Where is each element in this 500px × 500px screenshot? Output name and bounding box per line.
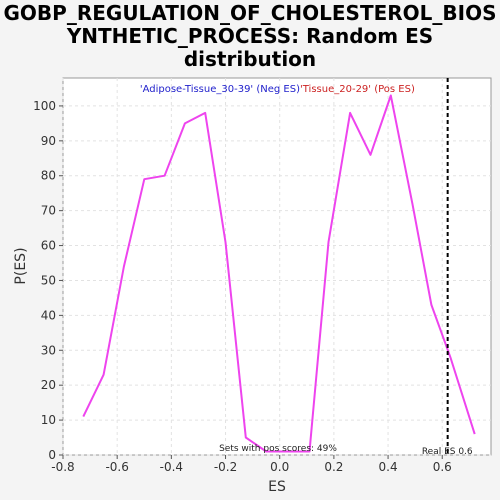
x-tick-label: 0.2 <box>324 460 343 474</box>
chart-title-line-2: YNTHETIC_PROCESS: Random ES <box>66 24 433 48</box>
y-tick-label: 0 <box>48 448 56 462</box>
series-line <box>82 94 476 453</box>
x-ticks: -0.8 -0.6 -0.4 -0.2 0.0 0.2 0.4 0.6 <box>51 455 452 474</box>
legend-neg-es: 'Adipose-Tissue_30-39' (Neg ES) <box>140 84 300 95</box>
y-tick-label: 60 <box>41 239 56 253</box>
x-tick-label: 0.6 <box>433 460 452 474</box>
pos-scores-annotation: Sets with pos scores: 49% <box>219 444 337 454</box>
y-axis-label: P(ES) <box>13 247 29 284</box>
plot-area <box>62 77 492 456</box>
y-tick-label: 20 <box>41 378 56 392</box>
y-tick-label: 10 <box>41 413 56 427</box>
x-tick-label: -0.4 <box>160 460 183 474</box>
chart-title-line-1: GOBP_REGULATION_OF_CHOLESTEROL_BIOS <box>4 1 497 25</box>
y-tick-label: 70 <box>41 204 56 218</box>
y-ticks: 0 10 20 30 40 50 60 70 80 90 100 <box>33 99 63 462</box>
y-tick-label: 30 <box>41 343 56 357</box>
real-es-label: Real ES 0.6 <box>422 447 473 457</box>
y-tick-label: 80 <box>41 169 56 183</box>
y-tick-label: 50 <box>41 273 56 287</box>
x-tick-label: 0.4 <box>379 460 398 474</box>
x-tick-label: -0.8 <box>51 460 74 474</box>
x-tick-label: 0.0 <box>270 460 289 474</box>
y-tick-label: 100 <box>33 99 56 113</box>
x-axis-label: ES <box>268 479 286 495</box>
x-tick-label: -0.2 <box>214 460 237 474</box>
series <box>82 94 476 453</box>
y-tick-label: 90 <box>41 134 56 148</box>
y-tick-label: 40 <box>41 308 56 322</box>
x-tick-label: -0.6 <box>105 460 128 474</box>
legend-pos-es: 'Tissue_20-29' (Pos ES) <box>300 84 415 95</box>
chart-title-line-3: distribution <box>184 47 316 71</box>
